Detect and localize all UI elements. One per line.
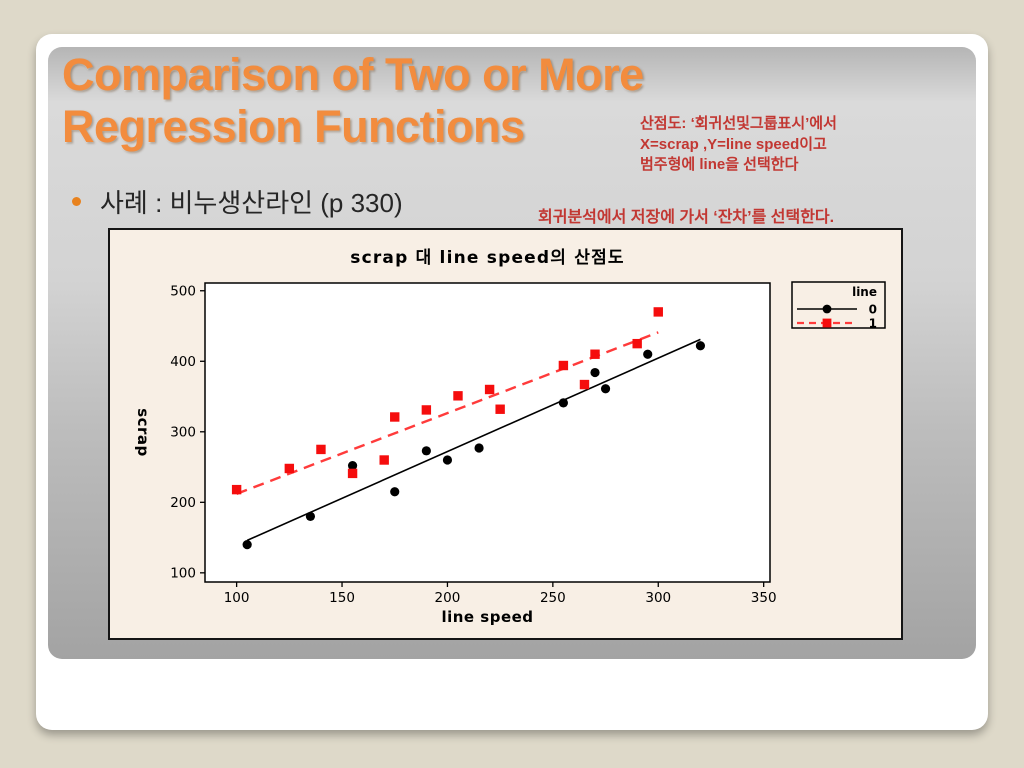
data-point-line1 [284,463,295,474]
x-tick-label: 100 [224,590,250,606]
data-point-line0 [643,349,653,359]
data-point-line1 [421,405,432,415]
bullet-item: 사례 : 비누생산라인 (p 330) [72,183,403,220]
data-point-line0 [558,398,568,408]
scatter-chart: scrap 대 line speed의 산점도 100 150 200 250 300 35… [108,228,903,640]
legend-title: line [852,285,877,299]
legend-entry-label: 1 [869,317,877,331]
data-point-line1 [379,455,389,465]
data-point-line1 [453,391,463,401]
scatter-chart-canvas: scrap 대 line speed의 산점도 100 150 200 250 300 35… [134,248,886,626]
annotation-line: 범주형에 line을 선택한다 [640,156,799,173]
data-point-line1 [484,384,495,395]
y-tick-label: 500 [170,284,196,300]
regression-line-0 [246,338,701,542]
data-point-line0 [390,487,400,497]
x-tick-label: 150 [329,590,355,606]
slide-title-line1: Comparison of Two or More [62,49,644,100]
data-point-line1 [632,338,642,349]
regression-line-1 [236,331,659,495]
x-tick-label: 300 [645,590,671,606]
annotation-line: X=scrap ,Y=line speed이고 [640,135,827,153]
x-axis-label: line speed [441,608,533,626]
x-tick-label: 250 [540,590,566,606]
bullet-text: 사례 : 비누생산라인 (p 330) [100,188,403,218]
data-point-line1 [558,360,569,371]
data-point-line1 [390,412,400,422]
data-point-line0 [347,461,358,471]
data-point-line0 [442,455,453,465]
chart-title: scrap 대 line speed의 산점도 [350,248,625,268]
y-tick-label: 300 [170,425,196,441]
data-point-line1 [495,404,505,414]
data-point-line1 [579,379,590,390]
plot-area [204,282,771,583]
legend-marker-circle-icon [822,304,832,314]
legend-entry-label: 0 [869,303,877,317]
y-axis-label: scrap [134,408,152,457]
legend-marker-square-icon [822,318,832,328]
data-point-line0 [590,367,600,378]
x-tick-label: 350 [751,590,777,606]
data-point-line1 [347,468,358,479]
data-point-line0 [242,540,252,550]
y-tick-label: 400 [170,354,196,370]
data-point-line1 [231,484,242,495]
bullet-marker-icon [72,197,81,206]
slide-panel: Comparison of Two or More Regression Fun… [36,34,988,730]
slide-title: Comparison of Two or More Regression Fun… [62,49,942,153]
data-point-line0 [305,511,316,522]
data-point-line0 [474,443,484,453]
annotation-scatterplot-steps: 산점도: ‘회귀선및그룹표시’에서 X=scrap ,Y=line speed이… [640,114,920,176]
annotation-line: 산점도: ‘회귀선및그룹표시’에서 [640,115,837,132]
y-tick-label: 100 [170,566,196,582]
y-tick-label: 200 [170,495,196,511]
slide-content-area: Comparison of Two or More Regression Fun… [48,47,976,659]
x-tick-label: 200 [435,590,461,606]
data-point-line1 [653,307,663,317]
slide-title-line2: Regression Functions [62,101,525,152]
data-point-line0 [695,341,706,351]
legend-box [791,281,886,329]
data-point-line1 [316,444,326,455]
annotation-residual-step: 회귀분석에서 저장에 가서 ‘잔차’를 선택한다. [538,209,835,226]
data-point-line0 [421,446,431,456]
data-point-line1 [590,349,600,359]
data-point-line0 [600,384,611,394]
